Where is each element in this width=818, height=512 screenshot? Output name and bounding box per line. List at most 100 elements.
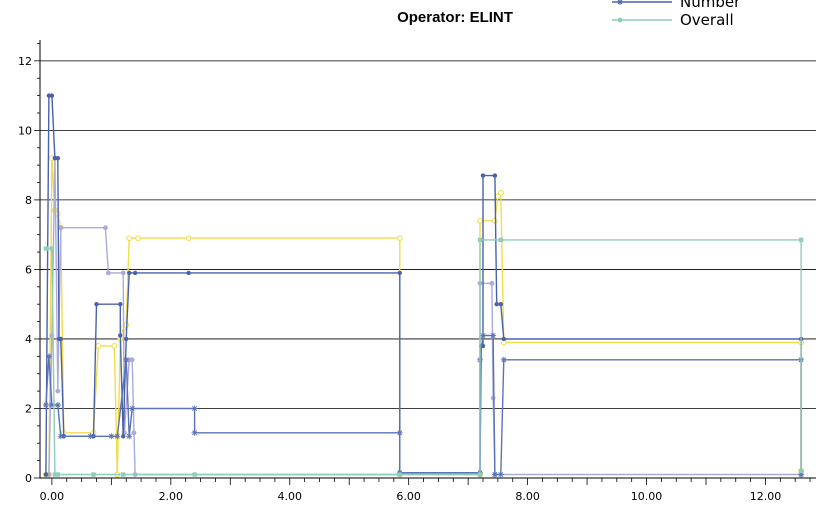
series-2 xyxy=(43,93,804,477)
data-point-4-3 xyxy=(55,472,61,477)
data-point-2-0 xyxy=(43,472,49,477)
y-tick-label-1: 2 xyxy=(25,402,32,415)
data-point-1-5 xyxy=(58,225,64,231)
y-tick-label-2: 4 xyxy=(25,333,32,346)
data-point-3-2 xyxy=(48,402,55,408)
data-point-3-12 xyxy=(191,429,198,436)
data-point-2-9 xyxy=(94,301,99,307)
y-tick-label-4: 8 xyxy=(25,194,32,207)
data-point-3-20 xyxy=(497,471,504,478)
data-point-3-13 xyxy=(396,429,403,436)
series-0 xyxy=(43,155,805,478)
data-point-4-0 xyxy=(43,246,49,251)
data-point-3-3 xyxy=(54,402,61,408)
data-point-2-25 xyxy=(498,301,504,307)
y-tick-label-0: 0 xyxy=(25,472,32,485)
data-point-3-8 xyxy=(123,356,130,363)
data-point-1-6 xyxy=(103,225,108,231)
data-point-4-1 xyxy=(49,246,55,251)
gridlines xyxy=(40,60,816,409)
data-point-4-9 xyxy=(477,237,483,243)
data-point-3-17 xyxy=(480,332,487,339)
chart-title: Operator: ELINT xyxy=(397,9,513,26)
data-point-0-14 xyxy=(126,235,133,242)
data-point-4-5 xyxy=(121,472,126,477)
data-point-3-18 xyxy=(490,332,497,339)
series-3 xyxy=(42,332,805,478)
data-point-2-26 xyxy=(501,336,507,342)
data-point-3-7 xyxy=(114,433,121,440)
data-point-2-10 xyxy=(118,301,123,307)
data-point-1-17 xyxy=(490,395,496,401)
data-point-4-11 xyxy=(798,237,804,243)
data-point-3-6 xyxy=(108,433,115,440)
data-point-2-4 xyxy=(55,155,61,161)
legend-marker-0 xyxy=(617,0,623,5)
data-point-3-1 xyxy=(45,353,52,360)
series-line-2 xyxy=(45,94,802,475)
axes xyxy=(39,40,816,479)
data-point-4-6 xyxy=(192,472,197,477)
data-point-1-16 xyxy=(489,280,495,286)
data-point-1-11 xyxy=(129,357,135,363)
y-tick-label-5: 10 xyxy=(18,124,32,137)
data-point-2-2 xyxy=(49,93,55,98)
data-point-3-23 xyxy=(798,471,805,478)
data-point-3-10 xyxy=(129,405,136,412)
data-point-0-15 xyxy=(135,235,142,242)
x-tick-label-2: 4.00 xyxy=(277,490,302,503)
series-line-0 xyxy=(45,157,802,476)
data-point-2-13 xyxy=(124,336,129,342)
data-point-3-21 xyxy=(500,356,507,363)
data-point-1-12 xyxy=(131,430,137,436)
data-point-2-11 xyxy=(118,333,123,338)
series-line-4 xyxy=(45,239,802,476)
data-point-2-24 xyxy=(494,301,499,307)
data-point-0-23 xyxy=(497,190,504,196)
legend-label-1: Overall xyxy=(680,11,734,29)
data-point-1-8 xyxy=(120,270,126,276)
data-point-2-23 xyxy=(492,173,498,178)
data-point-2-14 xyxy=(126,270,132,276)
data-point-4-2 xyxy=(52,472,58,477)
data-point-0-9 xyxy=(111,343,118,349)
y-ticks: 0 2 4 6 8 10 12 xyxy=(18,43,40,485)
series-line-3 xyxy=(45,334,802,476)
data-point-3-19 xyxy=(491,471,498,478)
data-point-2-17 xyxy=(397,270,402,276)
legend-item-1: Overall xyxy=(612,11,734,29)
series-line-1 xyxy=(45,157,802,476)
data-point-2-22 xyxy=(480,173,486,178)
data-point-4-8 xyxy=(477,472,483,477)
x-tick-label-0: 0.00 xyxy=(40,490,65,503)
data-point-3-4 xyxy=(57,433,64,440)
y-tick-label-3: 6 xyxy=(25,263,32,276)
series-1 xyxy=(43,155,804,477)
data-point-4-7 xyxy=(397,472,402,477)
data-point-2-15 xyxy=(132,270,138,276)
x-tick-label-4: 8.00 xyxy=(515,490,540,503)
data-point-3-11 xyxy=(191,405,198,412)
data-point-3-5 xyxy=(87,433,94,440)
data-point-4-4 xyxy=(91,472,96,477)
x-ticks: 0.00 2.00 4.00 6.00 8.00 10.00 12.00 xyxy=(40,478,811,503)
series-4 xyxy=(43,237,804,477)
x-tick-label-3: 6.00 xyxy=(396,490,421,503)
data-point-2-6 xyxy=(58,336,64,342)
data-point-2-12 xyxy=(121,434,126,439)
x-tick-label-6: 12.00 xyxy=(750,490,782,503)
data-point-2-16 xyxy=(186,270,191,276)
data-point-3-0 xyxy=(42,402,49,408)
legend-marker-1 xyxy=(617,17,623,23)
data-point-3-9 xyxy=(126,433,133,440)
x-tick-label-5: 10.00 xyxy=(631,490,663,503)
series-layer xyxy=(42,93,805,478)
x-tick-label-1: 2.00 xyxy=(159,490,184,503)
data-point-1-7 xyxy=(105,270,111,276)
data-point-4-12 xyxy=(798,468,804,474)
legend-label-0: Number xyxy=(680,0,741,11)
data-point-0-20 xyxy=(477,217,483,224)
data-point-4-10 xyxy=(498,237,504,243)
